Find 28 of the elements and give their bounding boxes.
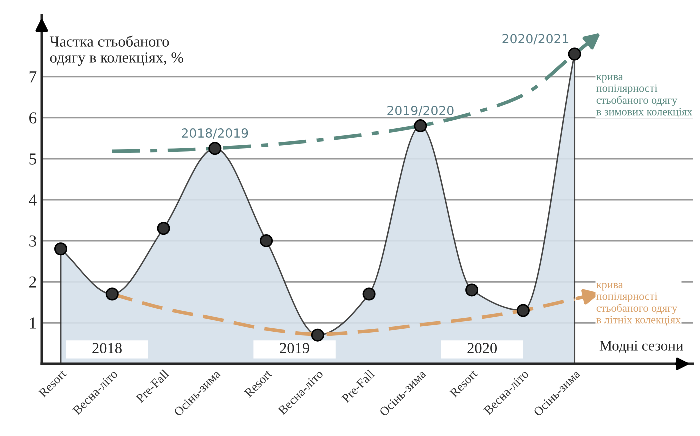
y-tick-label: 7	[30, 72, 37, 83]
data-label: 2018/2019	[182, 128, 248, 139]
legend-label: крива попілярності стьобаного одягу в літніх колекціях	[596, 283, 681, 326]
x-axis-title: Модні сезони	[600, 341, 684, 354]
y-tick-label: 5	[30, 154, 36, 165]
y-tick-label: 4	[29, 194, 37, 206]
point	[208, 142, 222, 156]
point	[568, 48, 582, 61]
point	[466, 284, 479, 297]
point	[106, 288, 119, 301]
annotation: 2019	[280, 343, 310, 354]
y-axis-title: Частка стьобаного одягу в колекціях, %	[50, 36, 184, 66]
point	[362, 288, 376, 301]
y-tick-label: 3	[30, 236, 36, 247]
y-tick-label: 6	[30, 112, 37, 124]
text: крива попілярності стьобаного одягу в зимових колекціях	[596, 75, 693, 118]
point	[157, 222, 170, 236]
point	[311, 328, 324, 342]
point	[414, 120, 428, 133]
data-label: 2020/2021	[502, 34, 569, 45]
annotation: 2020	[468, 343, 498, 354]
y-tick-label: 1	[30, 318, 36, 329]
annotation: 2018	[92, 343, 122, 354]
point	[260, 234, 274, 248]
y-tick-label: 2	[30, 276, 36, 288]
data-label: 2019/2020	[388, 106, 454, 116]
point	[516, 304, 530, 318]
point	[54, 242, 68, 256]
